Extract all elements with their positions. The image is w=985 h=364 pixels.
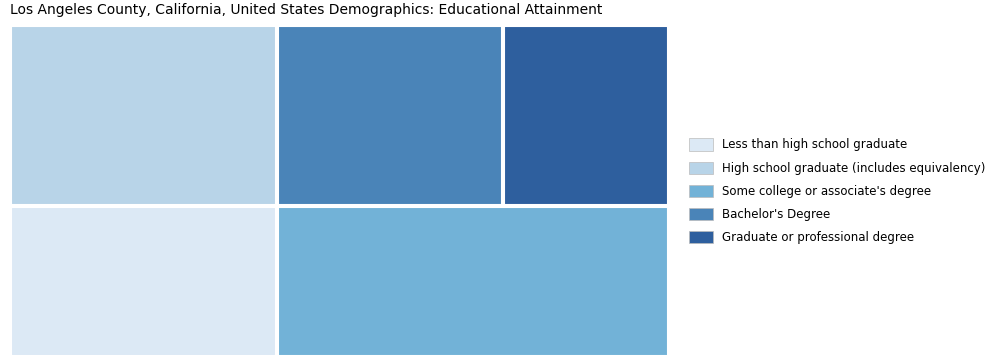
FancyBboxPatch shape bbox=[504, 26, 669, 205]
Legend: Less than high school graduate, High school graduate (includes equivalency), Som: Less than high school graduate, High sch… bbox=[689, 138, 985, 244]
FancyBboxPatch shape bbox=[11, 207, 276, 356]
FancyBboxPatch shape bbox=[279, 26, 501, 205]
FancyBboxPatch shape bbox=[11, 26, 276, 205]
Text: Los Angeles County, California, United States Demographics: Educational Attainme: Los Angeles County, California, United S… bbox=[10, 3, 602, 17]
FancyBboxPatch shape bbox=[279, 207, 669, 356]
